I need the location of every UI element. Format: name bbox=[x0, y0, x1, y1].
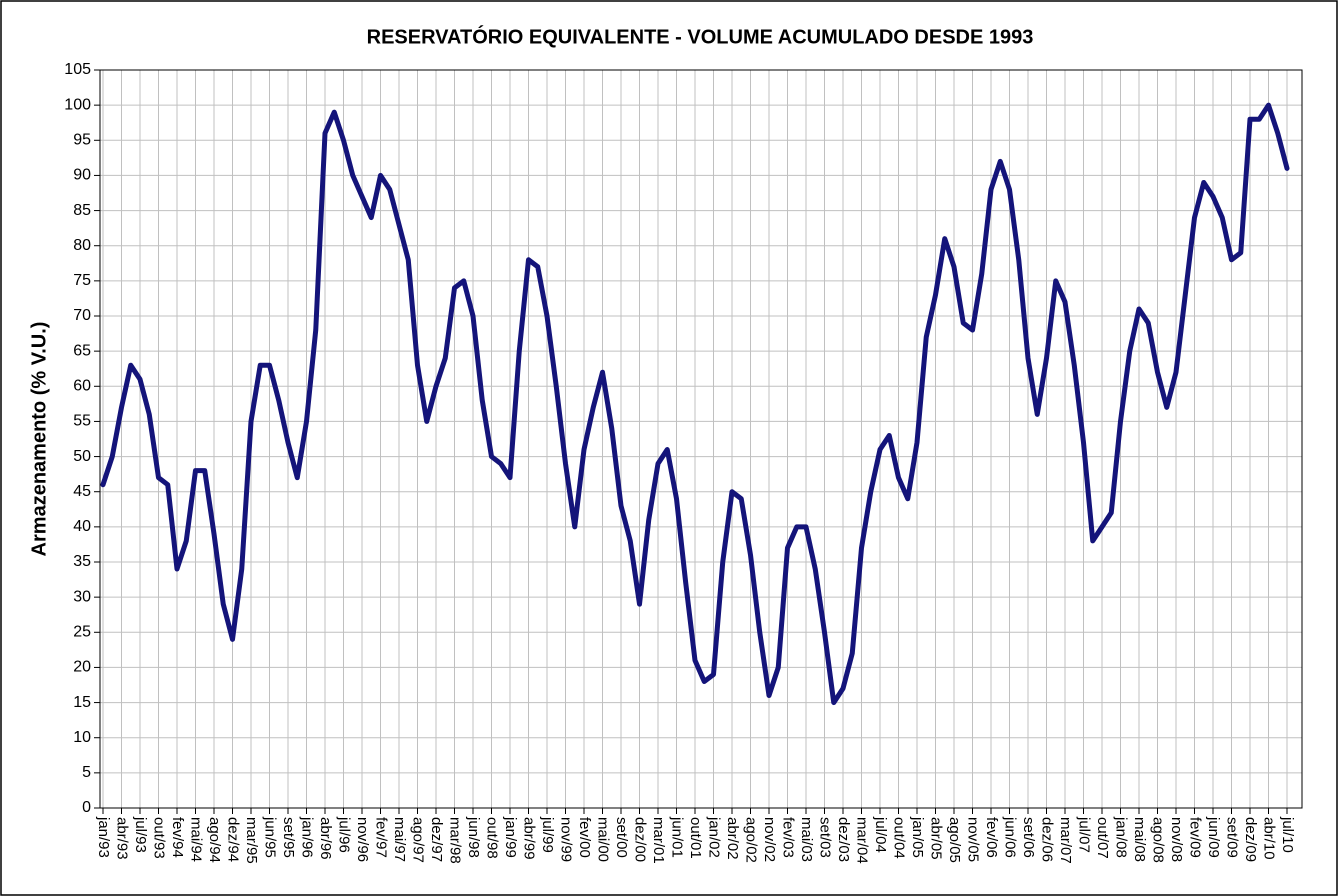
y-tick-label: 20 bbox=[73, 659, 91, 676]
x-tick-label: jan/93 bbox=[95, 816, 112, 858]
x-tick-label: jan/08 bbox=[1113, 816, 1130, 858]
x-tick-label: mar/04 bbox=[854, 817, 871, 864]
x-tick-label: jan/02 bbox=[706, 816, 723, 858]
x-tick-label: ago/94 bbox=[206, 817, 223, 863]
x-tick-label: abr/10 bbox=[1261, 817, 1278, 860]
x-tick-label: out/07 bbox=[1094, 817, 1111, 859]
x-tick-label: dez/97 bbox=[428, 817, 445, 862]
x-tick-label: jul/07 bbox=[1076, 816, 1093, 853]
y-tick-label: 25 bbox=[73, 624, 91, 641]
y-tick-label: 85 bbox=[73, 202, 91, 219]
plot-area bbox=[100, 70, 1302, 808]
x-tick-label: mai/97 bbox=[391, 817, 408, 862]
x-tick-label: jan/99 bbox=[502, 816, 519, 858]
x-tick-label: fev/97 bbox=[373, 817, 390, 858]
x-tick-label: ago/97 bbox=[410, 817, 427, 863]
y-tick-label: 45 bbox=[73, 483, 91, 500]
y-tick-label: 30 bbox=[73, 588, 91, 605]
x-tick-label: jul/96 bbox=[336, 816, 353, 853]
y-tick-label: 10 bbox=[73, 729, 91, 746]
x-tick-label: mai/00 bbox=[595, 817, 612, 862]
x-tick-label: nov/02 bbox=[761, 817, 778, 862]
x-tick-label: out/93 bbox=[151, 817, 168, 859]
y-tick-label: 90 bbox=[73, 167, 91, 184]
y-tick-label: 105 bbox=[64, 61, 91, 78]
x-tick-label: mar/95 bbox=[243, 817, 260, 864]
x-tick-label: mar/01 bbox=[650, 817, 667, 864]
x-tick-label: mar/07 bbox=[1057, 817, 1074, 864]
x-tick-label: abr/93 bbox=[114, 817, 131, 860]
y-axis-label: Armazenamento (% V.U.) bbox=[28, 322, 50, 557]
x-tick-label: mar/98 bbox=[447, 817, 464, 864]
x-tick-label: jun/95 bbox=[262, 816, 279, 858]
x-tick-label: dez/06 bbox=[1039, 817, 1056, 862]
x-tick-label: abr/05 bbox=[928, 817, 945, 860]
x-tick-label: mai/03 bbox=[798, 817, 815, 862]
x-tick-label: nov/05 bbox=[965, 817, 982, 862]
x-tick-label: dez/00 bbox=[632, 817, 649, 862]
x-tick-label: jul/93 bbox=[132, 816, 149, 853]
x-tick-label: set/95 bbox=[280, 817, 297, 858]
x-tick-label: fev/00 bbox=[576, 817, 593, 858]
x-tick-label: set/09 bbox=[1224, 817, 1241, 858]
data-line bbox=[100, 102, 1290, 706]
y-tick-label: 55 bbox=[73, 413, 91, 430]
y-tick-label: 65 bbox=[73, 342, 91, 359]
chart-title: RESERVATÓRIO EQUIVALENTE - VOLUME ACUMUL… bbox=[367, 24, 1034, 48]
y-tick-label: 100 bbox=[64, 96, 91, 113]
x-tick-label: fev/03 bbox=[780, 817, 797, 858]
x-tick-label: fev/94 bbox=[169, 817, 186, 858]
x-tick-label: abr/99 bbox=[521, 817, 538, 860]
x-tick-label: jun/06 bbox=[1002, 816, 1019, 858]
y-tick-label: 80 bbox=[73, 237, 91, 254]
x-tick-label: ago/08 bbox=[1150, 817, 1167, 863]
y-tick-label: 70 bbox=[73, 307, 91, 324]
y-tick-label: 40 bbox=[73, 518, 91, 535]
x-tick-label: abr/96 bbox=[317, 817, 334, 860]
x-tick-label: jun/01 bbox=[669, 816, 686, 858]
x-tick-label: abr/02 bbox=[724, 817, 741, 860]
x-tick-label: mai/08 bbox=[1131, 817, 1148, 862]
x-tick-label: dez/94 bbox=[225, 817, 242, 862]
x-tick-label: jul/99 bbox=[539, 816, 556, 853]
x-tick-label: fev/06 bbox=[983, 817, 1000, 858]
plot-frame bbox=[99, 69, 1303, 809]
y-tick-label: 0 bbox=[82, 799, 91, 816]
x-tick-label: jun/98 bbox=[465, 816, 482, 858]
x-tick-label: jan/96 bbox=[299, 816, 316, 858]
x-tick-label: set/06 bbox=[1020, 817, 1037, 858]
y-tick-label: 75 bbox=[73, 272, 91, 289]
x-tick-label: fev/09 bbox=[1187, 817, 1204, 858]
x-tick-label: out/98 bbox=[484, 817, 501, 859]
x-tick-label: jun/09 bbox=[1205, 816, 1222, 858]
x-tick-label: set/00 bbox=[613, 817, 630, 858]
x-tick-label: set/03 bbox=[817, 817, 834, 858]
y-tick-label: 35 bbox=[73, 553, 91, 570]
x-tick-label: nov/96 bbox=[354, 817, 371, 862]
x-tick-label: ago/05 bbox=[946, 817, 963, 863]
x-tick-label: jul/10 bbox=[1279, 816, 1296, 853]
x-tick-label: out/01 bbox=[687, 817, 704, 859]
x-tick-label: out/04 bbox=[891, 817, 908, 859]
x-tick-label: mai/94 bbox=[188, 817, 205, 862]
y-tick-label: 15 bbox=[73, 694, 91, 711]
y-tick-label: 95 bbox=[73, 132, 91, 149]
x-tick-label: dez/09 bbox=[1242, 817, 1259, 862]
x-tick-label: jul/04 bbox=[872, 816, 889, 853]
y-tick-label: 50 bbox=[73, 448, 91, 465]
x-tick-label: ago/02 bbox=[743, 817, 760, 863]
y-tick-label: 60 bbox=[73, 378, 91, 395]
x-tick-label: nov/99 bbox=[558, 817, 575, 862]
y-tick-label: 5 bbox=[82, 764, 91, 781]
x-tick-label: dez/03 bbox=[835, 817, 852, 862]
x-tick-label: nov/08 bbox=[1168, 817, 1185, 862]
x-tick-label: jan/05 bbox=[909, 816, 926, 858]
